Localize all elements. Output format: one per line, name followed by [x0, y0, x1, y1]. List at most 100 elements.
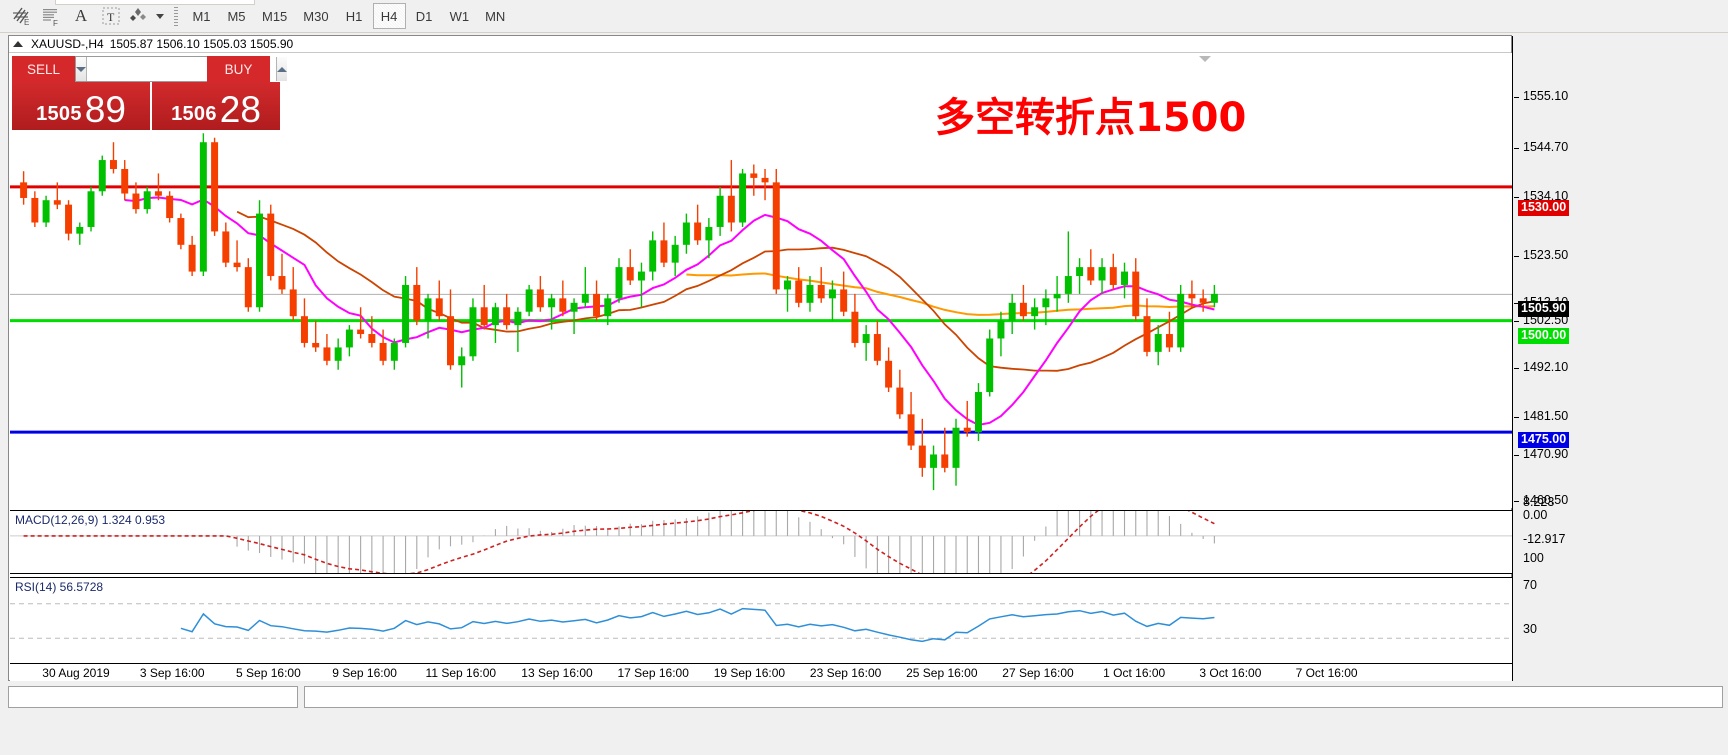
sell-price-pips: 89: [84, 89, 126, 130]
date-tick-label: 5 Sep 16:00: [236, 666, 301, 680]
date-tick-label: 7 Oct 16:00: [1295, 666, 1358, 680]
objects-dropdown-icon[interactable]: [152, 2, 168, 30]
svg-text:E: E: [24, 18, 29, 27]
volume-stepper[interactable]: [75, 56, 287, 82]
price-tick-mark: [1514, 501, 1519, 502]
date-tick-label: 13 Sep 16:00: [521, 666, 593, 680]
label-tool-icon[interactable]: T: [96, 2, 126, 30]
date-tick-label: 23 Sep 16:00: [809, 666, 882, 680]
buy-button[interactable]: BUY: [207, 56, 270, 82]
price-badge[interactable]: 1475.00: [1518, 432, 1570, 448]
price-plot-area[interactable]: [10, 53, 1512, 508]
bottom-panel-right[interactable]: [304, 686, 1723, 708]
rsi-label: RSI(14) 56.5728: [15, 580, 107, 594]
sell-price-big: 1505: [36, 103, 82, 125]
bottom-status-bar: [0, 683, 1728, 755]
chart-collapse-icon[interactable]: [1199, 56, 1211, 62]
chart-annotation-text: 多空转折点1500: [935, 95, 1247, 141]
objects-tool-icon[interactable]: [126, 2, 152, 30]
date-axis: 30 Aug 2019 3 Sep 16:00 5 Sep 16:00 9 Sep 1…: [10, 663, 1512, 681]
price-tick-label: 1470.90: [1523, 447, 1569, 461]
moving-average-line: [124, 196, 1215, 427]
price-tick-mark: [1514, 321, 1519, 322]
volume-decrement-button[interactable]: [76, 57, 87, 81]
timeframe-button-m30[interactable]: M30: [303, 8, 329, 24]
chart-title-bar: XAUUSD-,H4 1505.87 1506.10 1505.03 1505.…: [9, 36, 1511, 53]
date-tick-label: 11 Sep 16:00: [425, 666, 497, 680]
timeframe-button-m1[interactable]: M1: [192, 8, 211, 24]
sell-button[interactable]: SELL: [12, 56, 75, 82]
price-tick-label: 1544.70: [1523, 140, 1569, 154]
chart-window: XAUUSD-,H4 1505.87 1506.10 1505.03 1505.…: [8, 35, 1512, 681]
date-tick-label: 30 Aug 2019: [42, 666, 110, 680]
timeframe-button-w1[interactable]: W1: [449, 8, 470, 24]
price-badge[interactable]: 1505.90: [1518, 301, 1570, 317]
macd-pane[interactable]: MACD(12,26,9) 1.324 0.953: [10, 510, 1512, 574]
price-tick-label: 1460.50: [1523, 493, 1569, 507]
price-tick-label: 1534.10: [1523, 189, 1569, 203]
price-tick-mark: [1514, 197, 1519, 198]
timeframe-button-m5[interactable]: M5: [227, 8, 246, 24]
moving-average-line: [236, 210, 1215, 372]
chart-restore-icon[interactable]: [13, 41, 23, 47]
date-tick-label: 25 Sep 16:00: [906, 666, 978, 680]
crosshair-expert-icon[interactable]: E: [6, 2, 36, 30]
price-tick-mark: [1514, 417, 1519, 418]
timeframe-button-h4[interactable]: H4: [372, 3, 406, 29]
price-badge[interactable]: 1500.00: [1518, 328, 1570, 344]
date-tick-label: 3 Oct 16:00: [1199, 666, 1262, 680]
price-badge[interactable]: 1530.00: [1518, 200, 1570, 216]
price-axis[interactable]: 1555.101544.701534.101523.501513.101502.…: [1513, 35, 1728, 681]
chevron-down-icon: [76, 66, 86, 72]
candlestick-series: [20, 133, 1218, 491]
date-tick-label: 17 Sep 16:00: [617, 666, 689, 680]
date-tick-label: 27 Sep 16:00: [1002, 666, 1074, 680]
price-tick-mark: [1514, 256, 1519, 257]
price-tick-label: 1481.50: [1523, 409, 1569, 423]
price-axis-line: [1512, 36, 1513, 681]
main-toolbar: E F A T: [0, 0, 1728, 33]
price-tick-mark: [1514, 303, 1519, 304]
sell-price-box[interactable]: 1505 89: [12, 82, 150, 130]
macd-label: MACD(12,26,9) 1.324 0.953: [15, 513, 169, 527]
chevron-down-icon: [156, 13, 164, 19]
date-tick-label: 1 Oct 16:00: [1103, 666, 1166, 680]
buy-price-big: 1506: [171, 103, 217, 125]
rsi-scale-label: 70: [1523, 578, 1537, 592]
price-tick-mark: [1514, 148, 1519, 149]
date-tick-label: 19 Sep 16:00: [713, 666, 786, 680]
macd-svg: [10, 511, 1512, 573]
one-click-trading-panel: SELL BUY 1505 89 1506 28: [12, 56, 287, 130]
toolbar-tab-stub: [55, 0, 255, 5]
macd-signal-line: [23, 511, 1215, 573]
price-tick-mark: [1514, 455, 1519, 456]
timeframe-group: M1 M5 M15 M30 H1 H4 D1 W1 MN: [184, 3, 513, 29]
text-tool-icon[interactable]: A: [74, 6, 88, 25]
toolbar-divider: [172, 4, 180, 28]
buy-price-pips: 28: [219, 89, 261, 130]
macd-histogram: [236, 511, 1215, 573]
macd-scale-label: 0.00: [1523, 508, 1548, 522]
svg-text:T: T: [107, 10, 115, 24]
rsi-svg: [10, 603, 1512, 643]
price-tick-label: 1555.10: [1523, 89, 1569, 103]
price-tick-label: 1492.10: [1523, 360, 1569, 374]
date-tick-label: 9 Sep 16:00: [332, 666, 397, 680]
volume-increment-button[interactable]: [276, 57, 287, 81]
rsi-scale-label: 100: [1523, 551, 1544, 565]
svg-text:F: F: [53, 19, 58, 27]
grid-fullscreen-icon[interactable]: F: [36, 2, 66, 30]
macd-scale-label: 8.223: [1523, 495, 1555, 509]
bottom-panel-left[interactable]: [8, 686, 298, 708]
date-tick-label: 3 Sep 16:00: [139, 666, 205, 680]
timeframe-button-d1[interactable]: D1: [415, 8, 433, 24]
rsi-line: [180, 607, 1215, 643]
timeframe-button-m15[interactable]: M15: [262, 8, 288, 24]
trade-panel-header: SELL BUY: [12, 56, 287, 82]
rsi-pane[interactable]: RSI(14) 56.5728: [10, 577, 1512, 663]
buy-price-box[interactable]: 1506 28: [152, 82, 280, 130]
timeframe-button-h1[interactable]: H1: [345, 8, 363, 24]
timeframe-button-mn[interactable]: MN: [485, 8, 506, 24]
chart-ohlc-label: 1505.87 1506.10 1505.03 1505.90: [109, 37, 294, 51]
